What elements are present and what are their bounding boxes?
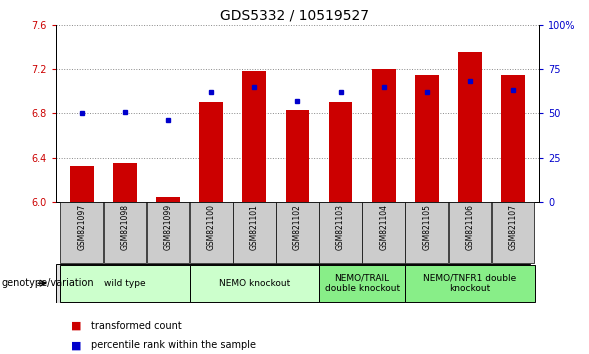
Text: wild type: wild type <box>104 279 145 288</box>
Text: GSM821107: GSM821107 <box>508 204 518 250</box>
Bar <box>243 71 266 202</box>
FancyBboxPatch shape <box>492 202 534 263</box>
Bar <box>415 75 439 202</box>
Bar <box>199 102 223 202</box>
Text: GDS5332 / 10519527: GDS5332 / 10519527 <box>220 9 369 23</box>
FancyBboxPatch shape <box>56 264 530 303</box>
Text: GSM821099: GSM821099 <box>164 204 173 250</box>
Text: GSM821105: GSM821105 <box>422 204 431 250</box>
Text: percentile rank within the sample: percentile rank within the sample <box>91 340 256 350</box>
Text: GSM821102: GSM821102 <box>293 204 302 250</box>
Text: ■: ■ <box>71 340 81 350</box>
FancyBboxPatch shape <box>190 202 233 263</box>
Bar <box>286 110 309 202</box>
FancyBboxPatch shape <box>233 202 276 263</box>
Text: GSM821106: GSM821106 <box>465 204 474 250</box>
FancyBboxPatch shape <box>362 202 405 263</box>
Text: GSM821098: GSM821098 <box>121 204 130 250</box>
FancyBboxPatch shape <box>147 202 190 263</box>
FancyBboxPatch shape <box>61 202 103 263</box>
Text: NEMO/TRAIL
double knockout: NEMO/TRAIL double knockout <box>325 274 400 293</box>
Bar <box>70 166 94 202</box>
Bar <box>329 102 352 202</box>
Text: GSM821103: GSM821103 <box>336 204 345 250</box>
FancyBboxPatch shape <box>405 264 535 302</box>
Text: genotype/variation: genotype/variation <box>1 278 94 288</box>
FancyBboxPatch shape <box>449 202 491 263</box>
FancyBboxPatch shape <box>104 202 146 263</box>
Bar <box>501 75 525 202</box>
Bar <box>458 52 482 202</box>
Bar <box>113 163 137 202</box>
FancyBboxPatch shape <box>405 202 448 263</box>
Text: ■: ■ <box>71 321 81 331</box>
FancyBboxPatch shape <box>319 264 405 302</box>
Bar <box>372 69 396 202</box>
Text: GSM821101: GSM821101 <box>250 204 259 250</box>
Text: GSM821104: GSM821104 <box>379 204 388 250</box>
Text: NEMO/TNFR1 double
knockout: NEMO/TNFR1 double knockout <box>423 274 517 293</box>
Text: GSM821097: GSM821097 <box>77 204 87 250</box>
FancyBboxPatch shape <box>319 202 362 263</box>
FancyBboxPatch shape <box>276 202 319 263</box>
Bar <box>156 197 180 202</box>
FancyBboxPatch shape <box>60 264 190 302</box>
FancyBboxPatch shape <box>190 264 319 302</box>
Text: GSM821100: GSM821100 <box>207 204 216 250</box>
Text: NEMO knockout: NEMO knockout <box>219 279 290 288</box>
Text: transformed count: transformed count <box>91 321 182 331</box>
